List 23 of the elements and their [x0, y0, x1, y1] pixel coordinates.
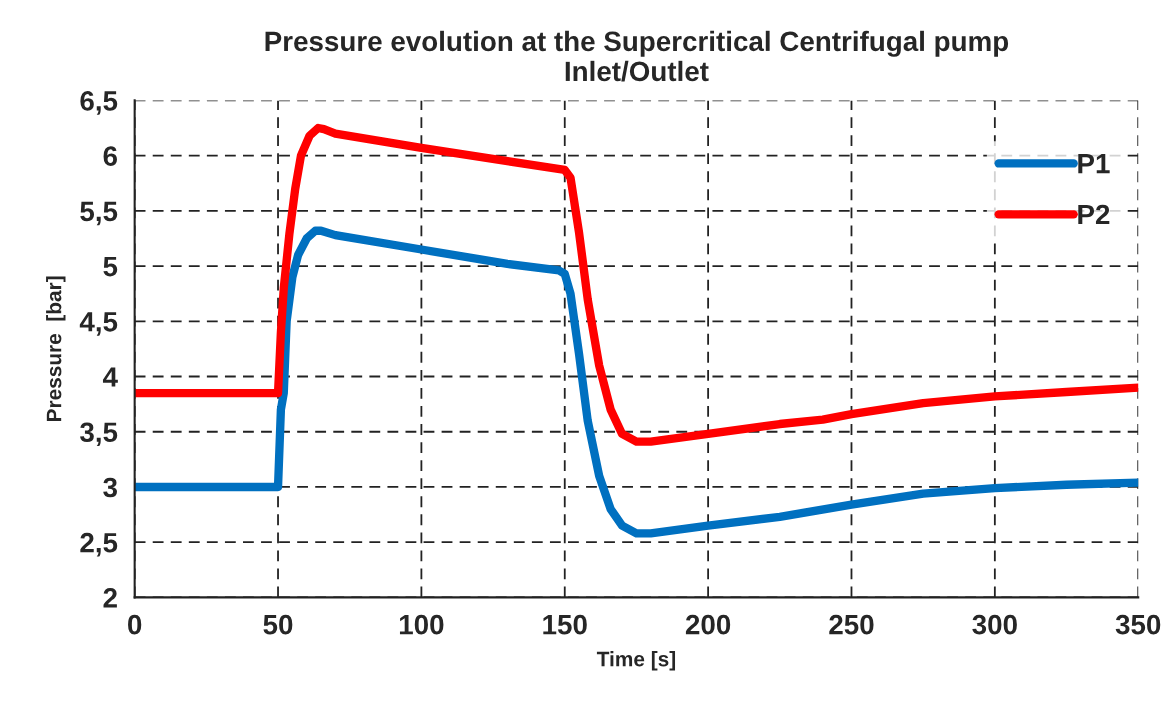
x-tick-label: 300	[972, 614, 1017, 635]
y-tick-label: 6,5	[80, 91, 118, 115]
chart-title: Pressure evolution at the Supercritical Centrifugal pump Inlet/Outlet	[265, 30, 1009, 82]
x-tick-label: 150	[543, 614, 587, 635]
legend-label: P1	[1078, 154, 1110, 174]
legend-label: P2	[1078, 204, 1110, 225]
y-tick-label: 5	[103, 257, 118, 277]
x-tick-label: 250	[829, 614, 874, 635]
y-tick-label: 3,5	[80, 422, 118, 447]
y-tick-label: 2	[103, 588, 117, 608]
y-axis-title: Pressure [bar]	[46, 276, 66, 422]
x-tick-label: 50	[263, 614, 293, 635]
y-tick-label: 5,5	[80, 201, 118, 226]
y-tick-label: 4,5	[79, 312, 118, 336]
x-tick-label: 200	[685, 614, 731, 635]
y-tick-label: 4	[102, 367, 118, 387]
x-tick-label: 0	[128, 614, 142, 635]
x-tick-label: 100	[399, 614, 444, 635]
x-tick-label: 350	[1115, 614, 1161, 635]
y-tick-label: 2,5	[80, 532, 118, 557]
x-axis-title: Time [s]	[596, 651, 676, 671]
y-tick-label: 6	[103, 146, 117, 166]
y-tick-label: 3	[103, 477, 117, 498]
